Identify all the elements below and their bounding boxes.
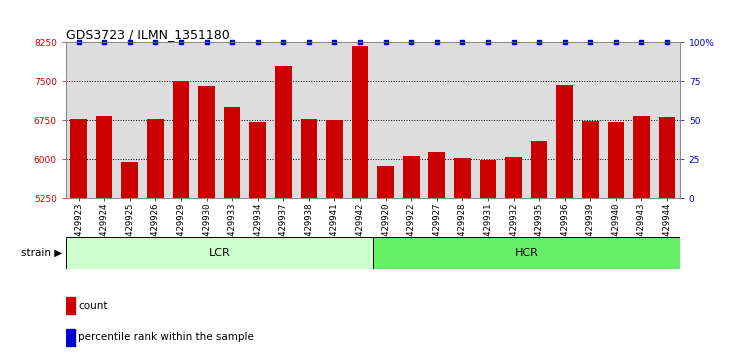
Bar [70,119,87,198]
Bar [505,157,522,198]
Bar [582,121,599,198]
Bar [454,158,471,198]
Text: LCR: LCR [208,248,230,258]
Text: HCR: HCR [515,248,538,258]
Text: strain ▶: strain ▶ [21,248,62,258]
Bar [173,81,189,198]
Bar [607,122,624,198]
Bar [428,152,445,198]
Bar [66,237,373,269]
Bar [377,166,394,198]
Bar [249,122,266,198]
Bar [352,46,368,198]
Text: count: count [78,301,107,310]
Bar [556,85,573,198]
Text: percentile rank within the sample: percentile rank within the sample [78,332,254,342]
Bar [480,160,496,198]
Bar [121,162,138,198]
Bar [275,66,292,198]
Bar [659,117,675,198]
Bar [403,156,420,198]
Bar [66,329,75,346]
Bar [66,297,75,314]
Bar [198,86,215,198]
Bar [147,119,164,198]
Bar [300,119,317,198]
Bar [373,237,680,269]
Bar [96,116,113,198]
Bar [531,141,548,198]
Bar [633,116,650,198]
Bar [326,120,343,198]
Bar [224,107,240,198]
Text: GDS3723 / ILMN_1351180: GDS3723 / ILMN_1351180 [66,28,230,41]
